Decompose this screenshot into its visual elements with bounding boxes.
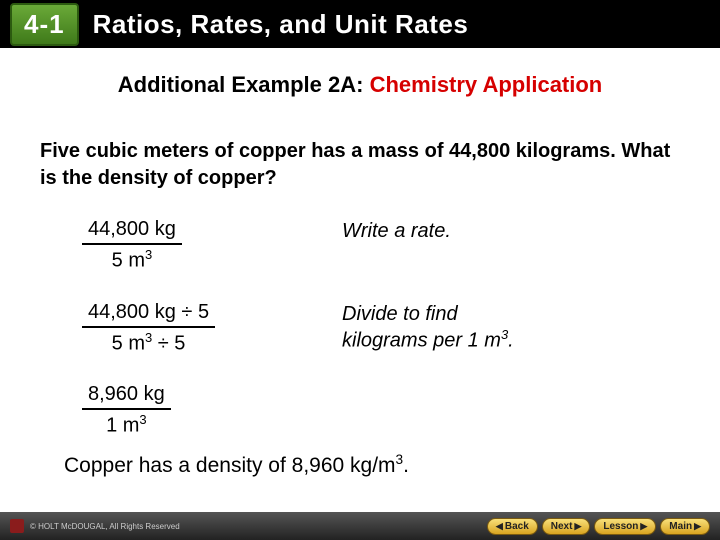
triangle-right-icon: ▶ (694, 521, 701, 532)
worked-steps: 44,800 kg 5 m3 Write a rate. 44,800 kg ÷… (40, 218, 680, 438)
step-2-numerator: 44,800 kg ÷ 5 (82, 301, 215, 328)
lesson-button[interactable]: Lesson▶ (594, 518, 656, 535)
step-3-denominator: 1 m3 (82, 410, 171, 438)
step-1: 44,800 kg 5 m3 Write a rate. (40, 218, 680, 273)
page-title: Ratios, Rates, and Unit Rates (93, 9, 469, 40)
back-button[interactable]: ◀Back (487, 518, 538, 535)
step-2-denominator: 5 m3 ÷ 5 (82, 328, 215, 356)
publisher-name: HOLT McDOUGAL (38, 522, 105, 531)
step-3-numerator: 8,960 kg (82, 383, 171, 410)
next-button[interactable]: Next▶ (542, 518, 591, 535)
step-3-den-exp: 3 (139, 412, 146, 427)
step-1-denominator: 5 m3 (82, 245, 182, 273)
conclusion: Copper has a density of 8,960 kg/m3. (64, 452, 680, 478)
nav-buttons: ◀Back Next▶ Lesson▶ Main▶ (487, 518, 710, 535)
step-2-note-line1: Divide to find (342, 303, 458, 325)
example-heading-black: Additional Example 2A: (118, 72, 370, 97)
conclusion-period: . (403, 454, 409, 477)
footer-bar: © HOLT McDOUGAL, All Rights Reserved ◀Ba… (0, 512, 720, 540)
publisher-logo-icon (10, 519, 24, 533)
step-1-den-exp: 3 (145, 247, 152, 262)
step-1-numerator: 44,800 kg (82, 218, 182, 245)
example-heading: Additional Example 2A: Chemistry Applica… (0, 72, 720, 98)
triangle-left-icon: ◀ (496, 521, 503, 532)
triangle-right-icon: ▶ (574, 521, 581, 532)
problem-statement: Five cubic meters of copper has a mass o… (40, 138, 680, 192)
triangle-right-icon: ▶ (640, 521, 647, 532)
lesson-label: Lesson (603, 521, 638, 532)
step-2-note-line2b: . (508, 329, 514, 351)
conclusion-text: Copper has a density of 8,960 kg/m (64, 454, 396, 477)
step-3-expression: 8,960 kg 1 m3 (82, 383, 342, 438)
section-badge: 4-1 (10, 3, 79, 46)
example-heading-red: Chemistry Application (370, 72, 603, 97)
step-2-expression: 44,800 kg ÷ 5 5 m3 ÷ 5 (82, 301, 342, 356)
step-1-expression: 44,800 kg 5 m3 (82, 218, 342, 273)
rights-text: All Rights Reserved (109, 522, 179, 531)
copyright: © HOLT McDOUGAL, All Rights Reserved (10, 519, 180, 533)
step-3-den-val: 1 m (106, 415, 139, 437)
step-2-note: Divide to find kilograms per 1 m3. (342, 301, 514, 354)
step-1-note: Write a rate. (342, 218, 451, 244)
step-2-den-val: 5 m (112, 332, 145, 354)
step-1-den-val: 5 m (112, 250, 145, 272)
next-label: Next (551, 521, 573, 532)
main-button[interactable]: Main▶ (660, 518, 710, 535)
main-label: Main (669, 521, 692, 532)
step-3: 8,960 kg 1 m3 (40, 383, 680, 438)
step-2-den-tail: ÷ 5 (152, 332, 185, 354)
back-label: Back (505, 521, 529, 532)
content-area: Five cubic meters of copper has a mass o… (0, 98, 720, 478)
conclusion-exp: 3 (396, 452, 404, 467)
header-bar: 4-1 Ratios, Rates, and Unit Rates (0, 0, 720, 48)
step-2-note-line2a: kilograms per 1 m (342, 329, 501, 351)
step-2: 44,800 kg ÷ 5 5 m3 ÷ 5 Divide to find ki… (40, 301, 680, 356)
